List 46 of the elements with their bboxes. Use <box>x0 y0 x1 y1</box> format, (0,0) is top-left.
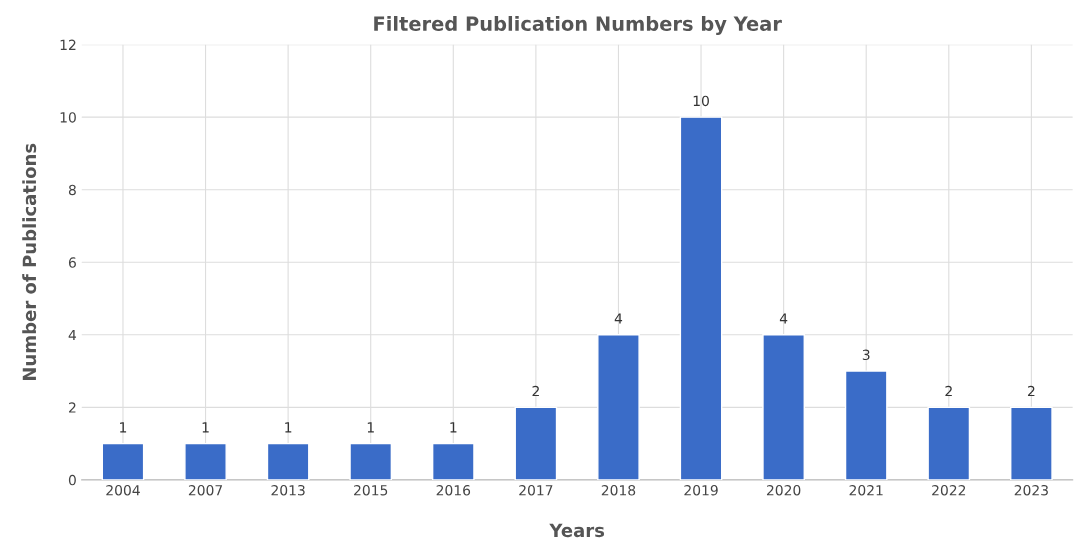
data-label: 10 <box>693 95 709 107</box>
x-tick-label: 2007 <box>188 484 223 496</box>
data-label: 1 <box>285 422 292 433</box>
bar <box>679 116 723 480</box>
x-tick-label: 2018 <box>601 484 636 496</box>
data-label: 4 <box>614 313 623 324</box>
y-tick-label: 0 <box>68 474 76 486</box>
data-label: 1 <box>367 422 374 433</box>
y-tick-label: 6 <box>68 257 76 268</box>
x-tick-label: 2022 <box>932 484 966 496</box>
y-tick-label: 12 <box>60 39 76 50</box>
data-label: 1 <box>202 422 209 433</box>
x-tick-label: 2017 <box>519 484 553 496</box>
x-tick-label: 2004 <box>106 484 140 496</box>
bar <box>762 334 805 480</box>
y-tick-label: 10 <box>60 112 76 123</box>
y-tick-label: 8 <box>68 184 76 196</box>
bar <box>266 442 310 480</box>
bar <box>184 442 227 480</box>
x-tick-label: 2019 <box>684 484 718 496</box>
chart-title: Filtered Publication Numbers by Year <box>374 15 782 35</box>
data-label: 1 <box>120 422 127 433</box>
bar <box>927 406 971 480</box>
data-label: 3 <box>862 349 870 361</box>
x-tick-label: 2021 <box>849 484 883 496</box>
data-label: 1 <box>450 422 457 433</box>
x-tick-label: 2015 <box>354 484 388 496</box>
x-tick-label: 2023 <box>1014 484 1048 496</box>
bar <box>349 442 393 480</box>
bar <box>1010 406 1053 480</box>
y-tick-label: 4 <box>68 329 77 341</box>
data-label: 2 <box>945 385 952 397</box>
data-label: 2 <box>1027 385 1035 397</box>
x-tick-label: 2016 <box>436 484 471 496</box>
x-axis-title: Years <box>549 523 605 538</box>
y-axis-title: Number of Publications <box>22 143 37 380</box>
data-label: 4 <box>779 313 788 324</box>
x-tick-label: 2013 <box>271 484 305 496</box>
bar <box>514 406 558 480</box>
x-tick-label: 2020 <box>766 484 801 496</box>
bar <box>844 370 888 480</box>
y-tick-label: 2 <box>68 402 76 413</box>
bar <box>431 442 475 480</box>
bar <box>101 442 145 480</box>
bar <box>597 334 640 480</box>
data-label: 2 <box>532 385 539 397</box>
